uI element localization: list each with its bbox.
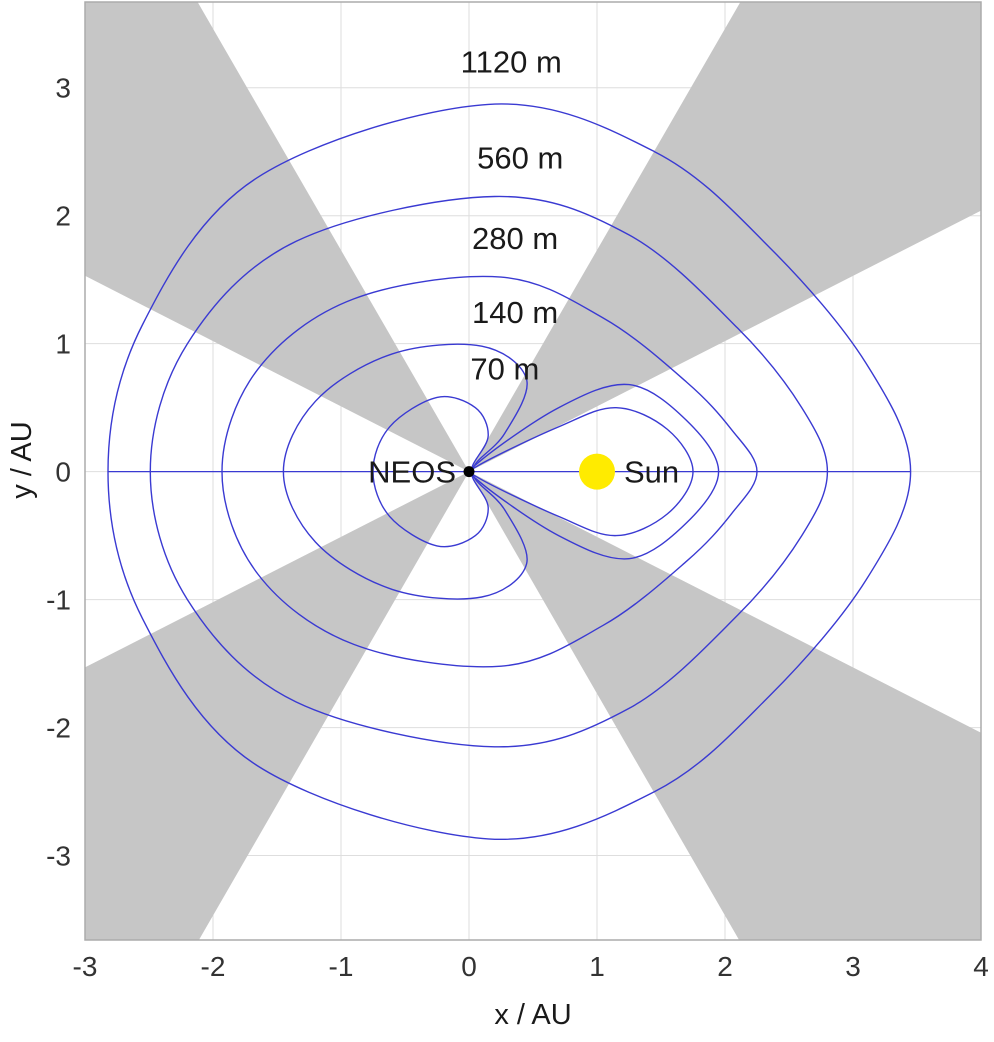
contour-path-70-m <box>465 406 694 537</box>
tick-label-x: 1 <box>589 951 605 982</box>
exclusion-wedge-top-right <box>469 2 981 472</box>
plot-border <box>84 1 982 941</box>
tick-label-x: 0 <box>461 951 477 982</box>
y-axis-label: y / AU <box>6 421 38 499</box>
tick-label-y: -3 <box>46 841 71 872</box>
tick-label-x: 4 <box>973 951 989 982</box>
tick-label-y: 2 <box>55 201 71 232</box>
contour-label-layer: 70 m 140 m 280 m 560 m 1120 m <box>461 44 564 386</box>
point-label-neos: NEOS <box>368 455 456 490</box>
sun-marker <box>579 453 615 490</box>
contour-label: 280 m <box>472 221 558 256</box>
exclusion-wedge-top-left <box>85 2 469 472</box>
tick-label-x: -1 <box>329 951 354 982</box>
x-axis-label: x / AU <box>494 999 572 1031</box>
contour-label: 140 m <box>472 295 558 330</box>
tick-label-y: -1 <box>46 585 71 616</box>
tick-label-y: 3 <box>55 73 71 104</box>
contour-path-140-m <box>465 383 720 560</box>
exclusion-wedge-bottom-right <box>469 471 981 940</box>
tick-label-x: 3 <box>845 951 861 982</box>
marker-layer: NEOS Sun <box>368 453 679 490</box>
point-label-sun: Sun <box>624 455 679 490</box>
neos-marker <box>463 466 475 478</box>
axis-layer: -3 -2 -1 0 1 2 3 4 -3 -2 -1 0 1 2 3 <box>46 1 989 982</box>
contour-label: 560 m <box>477 140 563 175</box>
exclusion-wedge-bottom-left <box>85 471 469 940</box>
tick-label-y: 1 <box>55 329 71 360</box>
exclusion-zones-layer <box>85 2 981 940</box>
tick-label-y: -2 <box>46 713 71 744</box>
contour-label: 70 m <box>470 352 539 387</box>
contour-label: 1120 m <box>461 44 562 79</box>
tick-label-x: -3 <box>73 951 98 982</box>
tick-label-x: -2 <box>201 951 226 982</box>
tick-label-x: 2 <box>717 951 733 982</box>
tick-label-y: 0 <box>55 457 71 488</box>
